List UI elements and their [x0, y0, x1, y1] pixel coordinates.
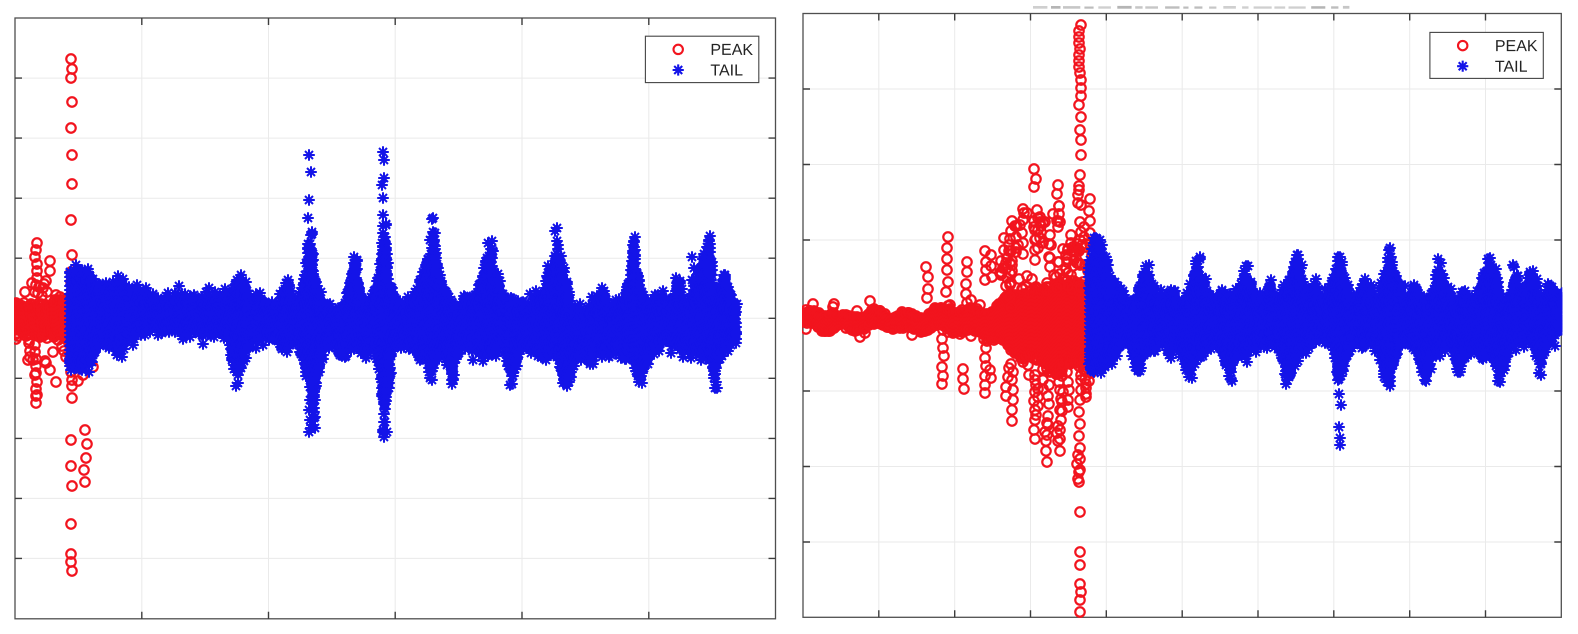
svg-text:PEAK: PEAK [710, 42, 753, 59]
svg-text:TAIL: TAIL [710, 63, 743, 80]
svg-text:TAIL: TAIL [1495, 59, 1528, 76]
svg-text:PEAK: PEAK [1495, 38, 1538, 55]
